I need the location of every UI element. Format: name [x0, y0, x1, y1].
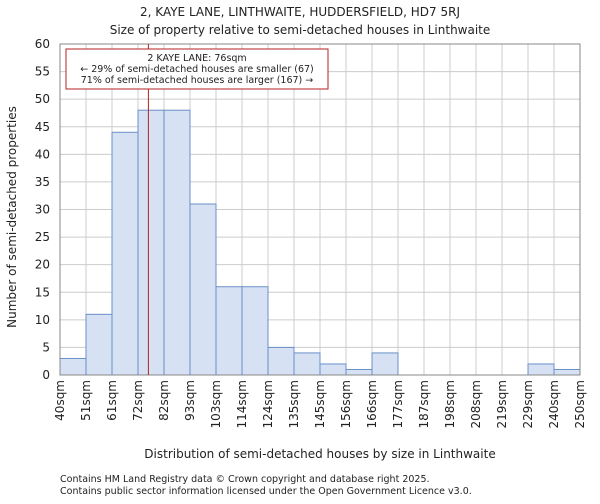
x-tick-label: 72sqm: [131, 380, 145, 421]
y-tick-label: 40: [35, 147, 50, 161]
bars-layer: [59, 109, 581, 376]
x-tick-label: 177sqm: [391, 380, 405, 428]
histogram-bar: [189, 203, 217, 376]
y-ticks: 0 5 10 15 20 25 30 35 40 45 50 55 60: [35, 37, 50, 382]
y-tick-label: 60: [35, 37, 50, 51]
x-tick-label: 93sqm: [183, 380, 197, 421]
y-tick-label: 20: [35, 258, 50, 272]
chart-subtitle: Size of property relative to semi-detach…: [110, 23, 491, 37]
x-tick-label: 82sqm: [157, 380, 171, 421]
annotation-line-2: ← 29% of semi-detached houses are smalle…: [80, 64, 314, 75]
annotation-box: 2 KAYE LANE: 76sqm ← 29% of semi-detache…: [65, 48, 329, 90]
y-tick-label: 50: [35, 92, 50, 106]
x-tick-label: 40sqm: [53, 380, 67, 421]
histogram-bar: [345, 368, 373, 376]
y-tick-label: 0: [42, 368, 50, 382]
y-tick-label: 35: [35, 175, 50, 189]
x-tick-label: 135sqm: [287, 380, 301, 428]
x-tick-label: 229sqm: [521, 380, 535, 428]
y-tick-label: 55: [35, 65, 50, 79]
histogram-bar: [293, 352, 321, 376]
histogram-bar: [85, 313, 113, 376]
y-tick-label: 45: [35, 120, 50, 134]
x-tick-label: 145sqm: [313, 380, 327, 428]
x-axis-label: Distribution of semi-detached houses by …: [144, 447, 495, 461]
y-tick-label: 15: [35, 285, 50, 299]
y-tick-label: 25: [35, 230, 50, 244]
annotation-line-3: 71% of semi-detached houses are larger (…: [81, 75, 314, 86]
x-tick-label: 114sqm: [235, 380, 249, 428]
x-tick-label: 187sqm: [417, 380, 431, 428]
x-tick-label: 124sqm: [261, 380, 275, 428]
y-tick-label: 5: [42, 340, 50, 354]
histogram-bar: [553, 368, 581, 376]
x-tick-label: 219sqm: [495, 380, 509, 428]
x-ticks: 40sqm 51sqm 61sqm 72sqm 82sqm 93sqm 103sqm 114s…: [53, 380, 587, 428]
footer-line-1: Contains HM Land Registry data © Crown c…: [60, 474, 430, 485]
x-tick-label: 156sqm: [339, 380, 353, 428]
x-tick-label: 51sqm: [79, 380, 93, 421]
histogram-bar: [267, 346, 295, 376]
footer-line-2: Contains public sector information licen…: [60, 486, 472, 497]
histogram-bar: [111, 131, 139, 376]
x-tick-label: 61sqm: [105, 380, 119, 421]
histogram-bar: [371, 352, 399, 376]
x-tick-label: 250sqm: [573, 380, 587, 428]
y-tick-label: 10: [35, 313, 50, 327]
histogram-bar: [163, 109, 191, 376]
annotation-line-1: 2 KAYE LANE: 76sqm: [147, 53, 246, 64]
y-axis-label: Number of semi-detached properties: [5, 106, 19, 328]
x-tick-label: 103sqm: [209, 380, 223, 428]
histogram-bar: [59, 357, 87, 376]
histogram-bar: [319, 363, 347, 376]
annotation-border: [65, 48, 329, 90]
x-tick-label: 208sqm: [469, 380, 483, 428]
histogram-bar: [215, 286, 243, 376]
histogram-bar: [527, 363, 555, 376]
x-tick-label: 198sqm: [443, 380, 457, 428]
chart-title: 2, KAYE LANE, LINTHWAITE, HUDDERSFIELD, …: [140, 5, 460, 19]
histogram-bar: [241, 286, 269, 376]
histogram-bar: [137, 109, 165, 376]
y-tick-label: 30: [35, 203, 50, 217]
x-tick-label: 240sqm: [547, 380, 561, 428]
x-tick-label: 166sqm: [365, 380, 379, 428]
plot-frame: [59, 43, 581, 376]
